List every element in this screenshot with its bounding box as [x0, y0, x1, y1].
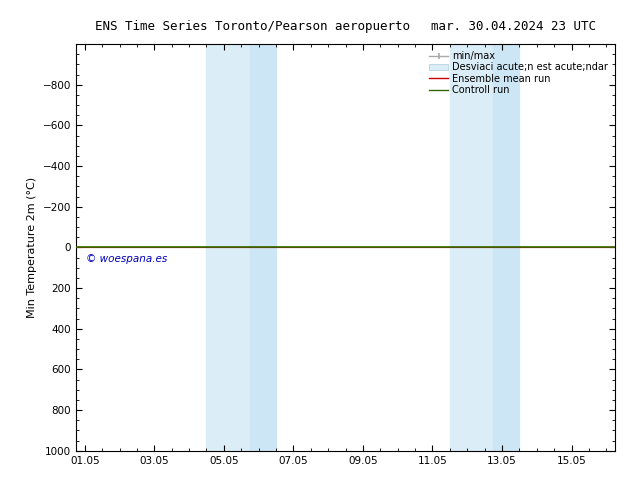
Text: ENS Time Series Toronto/Pearson aeropuerto: ENS Time Series Toronto/Pearson aeropuer…: [95, 20, 410, 33]
Bar: [450, 44, 493, 451]
Text: © woespana.es: © woespana.es: [86, 253, 167, 264]
Bar: [493, 44, 519, 451]
Bar: [207, 44, 250, 451]
Bar: [250, 44, 276, 451]
Text: mar. 30.04.2024 23 UTC: mar. 30.04.2024 23 UTC: [431, 20, 596, 33]
Y-axis label: Min Temperature 2m (°C): Min Temperature 2m (°C): [27, 177, 37, 318]
Legend: min/max, Desviaci acute;n est acute;ndar, Ensemble mean run, Controll run: min/max, Desviaci acute;n est acute;ndar…: [427, 49, 610, 97]
